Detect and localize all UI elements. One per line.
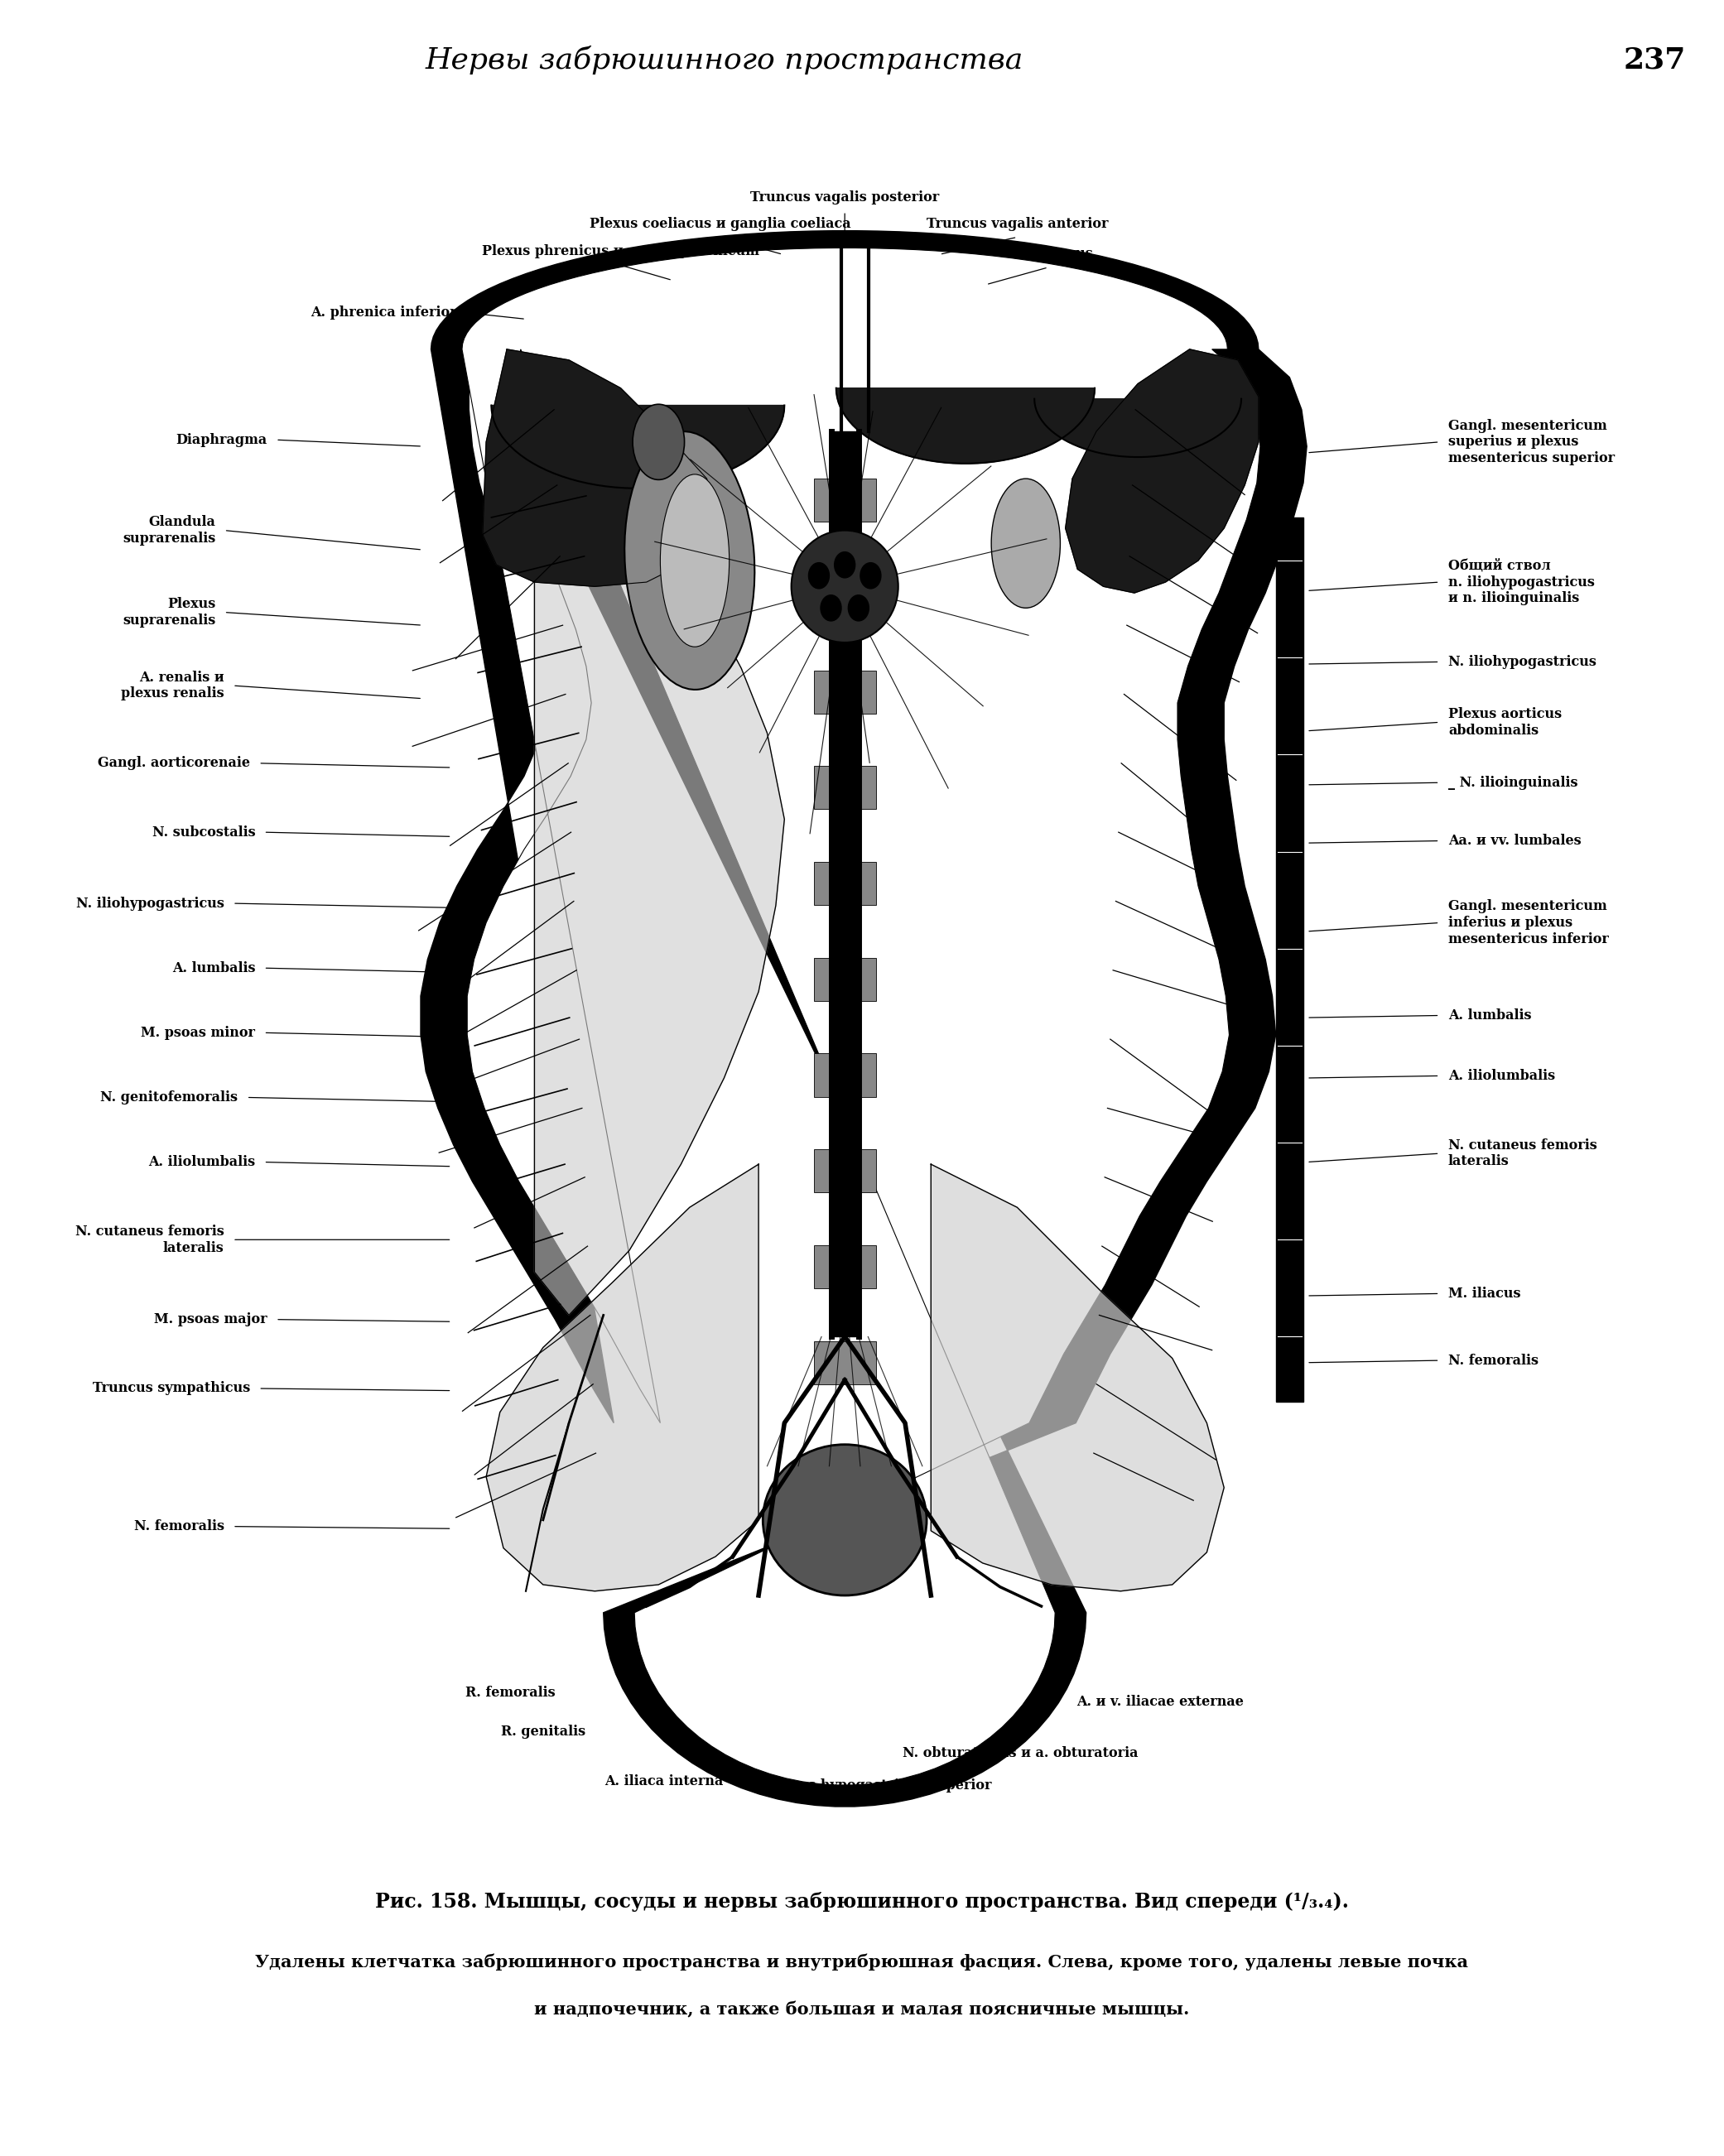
Text: Удалены клетчатка забрюшинного пространства и внутрибрюшная фасция. Слева, кроме: Удалены клетчатка забрюшинного пространс… [255, 1953, 1469, 1971]
Text: Plexus hypogastricus superior: Plexus hypogastricus superior [767, 1779, 991, 1794]
Text: Общий ствол
n. iliohypogastricus
и n. ilioinguinalis: Общий ствол n. iliohypogastricus и n. il… [1448, 558, 1595, 606]
Text: Рис. 158. Мышцы, сосуды и нервы забрюшинного пространства. Вид спереди (¹/₃.₄).: Рис. 158. Мышцы, сосуды и нервы забрюшин… [376, 1891, 1348, 1912]
Text: Gangl. mesentericum
inferius и plexus
mesentericus inferior: Gangl. mesentericum inferius и plexus me… [1448, 899, 1608, 946]
Text: M. psoas minor: M. psoas minor [141, 1026, 255, 1039]
Bar [814, 1054, 876, 1097]
Text: N. cutaneus femoris
lateralis: N. cutaneus femoris lateralis [76, 1225, 224, 1255]
Bar [814, 1341, 876, 1384]
Text: Plexus
suprarenalis: Plexus suprarenalis [122, 597, 216, 627]
Bar [814, 765, 876, 808]
Text: и надпочечник, а также большая и малая поясничные мышцы.: и надпочечник, а также большая и малая п… [534, 2001, 1190, 2018]
Text: A. renalis и
plexus renalis: A. renalis и plexus renalis [121, 671, 224, 701]
Bar [814, 1149, 876, 1192]
Text: Truncus sympathicus: Truncus sympathicus [93, 1382, 250, 1395]
Ellipse shape [660, 474, 729, 647]
Circle shape [834, 552, 855, 578]
Ellipse shape [762, 1445, 928, 1595]
Polygon shape [534, 474, 784, 1315]
Text: Aa. и vv. lumbales: Aa. и vv. lumbales [1448, 834, 1581, 847]
Text: Plexus aorticus
abdominalis: Plexus aorticus abdominalis [1448, 707, 1562, 737]
Text: N. genitofemoralis: N. genitofemoralis [100, 1091, 238, 1104]
Polygon shape [836, 388, 1095, 464]
Text: N. obturatorius и a. obturatoria: N. obturatorius и a. obturatoria [903, 1746, 1138, 1761]
Text: M. psoas major: M. psoas major [153, 1313, 267, 1326]
Bar [814, 573, 876, 617]
Text: Glandula
suprarenalis: Glandula suprarenalis [122, 515, 216, 545]
Text: Gangl. mesentericum
superius и plexus
mesentericus superior: Gangl. mesentericum superius и plexus me… [1448, 418, 1615, 466]
Text: N. femoralis: N. femoralis [1448, 1354, 1538, 1367]
Text: N. femoralis: N. femoralis [134, 1520, 224, 1533]
Circle shape [821, 595, 841, 621]
Text: R. femoralis: R. femoralis [465, 1686, 555, 1701]
Text: Diaphragma: Diaphragma [176, 433, 267, 446]
Bar [814, 671, 876, 714]
Text: Нервы забрюшинного пространства: Нервы забрюшинного пространства [426, 45, 1022, 75]
Polygon shape [931, 1164, 1224, 1591]
Polygon shape [462, 248, 1260, 1785]
Bar [814, 957, 876, 1000]
Ellipse shape [633, 403, 684, 479]
Polygon shape [1034, 399, 1241, 457]
Polygon shape [491, 405, 784, 487]
Text: A. и v. iliacae externae: A. и v. iliacae externae [1078, 1695, 1243, 1710]
Text: A. lumbalis: A. lumbalis [172, 962, 255, 975]
Polygon shape [1276, 517, 1303, 1401]
Text: A. lumbalis: A. lumbalis [1448, 1009, 1531, 1022]
Bar [814, 1246, 876, 1289]
Polygon shape [483, 349, 715, 586]
Text: Plexus coeliacus и ganglia coeliaca: Plexus coeliacus и ganglia coeliaca [590, 216, 852, 231]
Text: N. iliohypogastricus: N. iliohypogastricus [1448, 655, 1596, 668]
Polygon shape [421, 231, 1307, 1807]
Bar [814, 862, 876, 906]
Text: A. phrenica inferior: A. phrenica inferior [310, 306, 457, 319]
Ellipse shape [624, 431, 755, 690]
Text: Truncus vagalis anterior: Truncus vagalis anterior [926, 216, 1109, 231]
Text: A. iliolumbalis: A. iliolumbalis [148, 1156, 255, 1169]
Text: N. subcostalis: N. subcostalis [152, 826, 255, 839]
Text: Oesophagus: Oesophagus [1003, 246, 1093, 261]
Circle shape [860, 563, 881, 589]
Text: N. cutaneus femoris
lateralis: N. cutaneus femoris lateralis [1448, 1138, 1596, 1169]
Circle shape [848, 595, 869, 621]
Ellipse shape [791, 530, 898, 642]
Text: 237: 237 [1624, 45, 1686, 75]
Circle shape [809, 563, 829, 589]
Bar [814, 479, 876, 522]
Polygon shape [1065, 349, 1259, 593]
Text: M. iliacus: M. iliacus [1448, 1287, 1521, 1300]
Ellipse shape [991, 479, 1060, 608]
Polygon shape [486, 1164, 759, 1591]
Text: A. iliolumbalis: A. iliolumbalis [1448, 1069, 1555, 1082]
Text: R. genitalis: R. genitalis [500, 1725, 586, 1740]
Text: Gangl. aorticorenaie: Gangl. aorticorenaie [98, 757, 250, 770]
Text: Plexus phrenicus и gangl. phrenicum: Plexus phrenicus и gangl. phrenicum [483, 244, 759, 259]
Text: _ N. ilioinguinalis: _ N. ilioinguinalis [1448, 776, 1577, 789]
Text: Truncus vagalis posterior: Truncus vagalis posterior [750, 190, 940, 205]
Text: A. iliaca interna: A. iliaca interna [605, 1774, 722, 1789]
Text: N. iliohypogastricus: N. iliohypogastricus [76, 897, 224, 910]
